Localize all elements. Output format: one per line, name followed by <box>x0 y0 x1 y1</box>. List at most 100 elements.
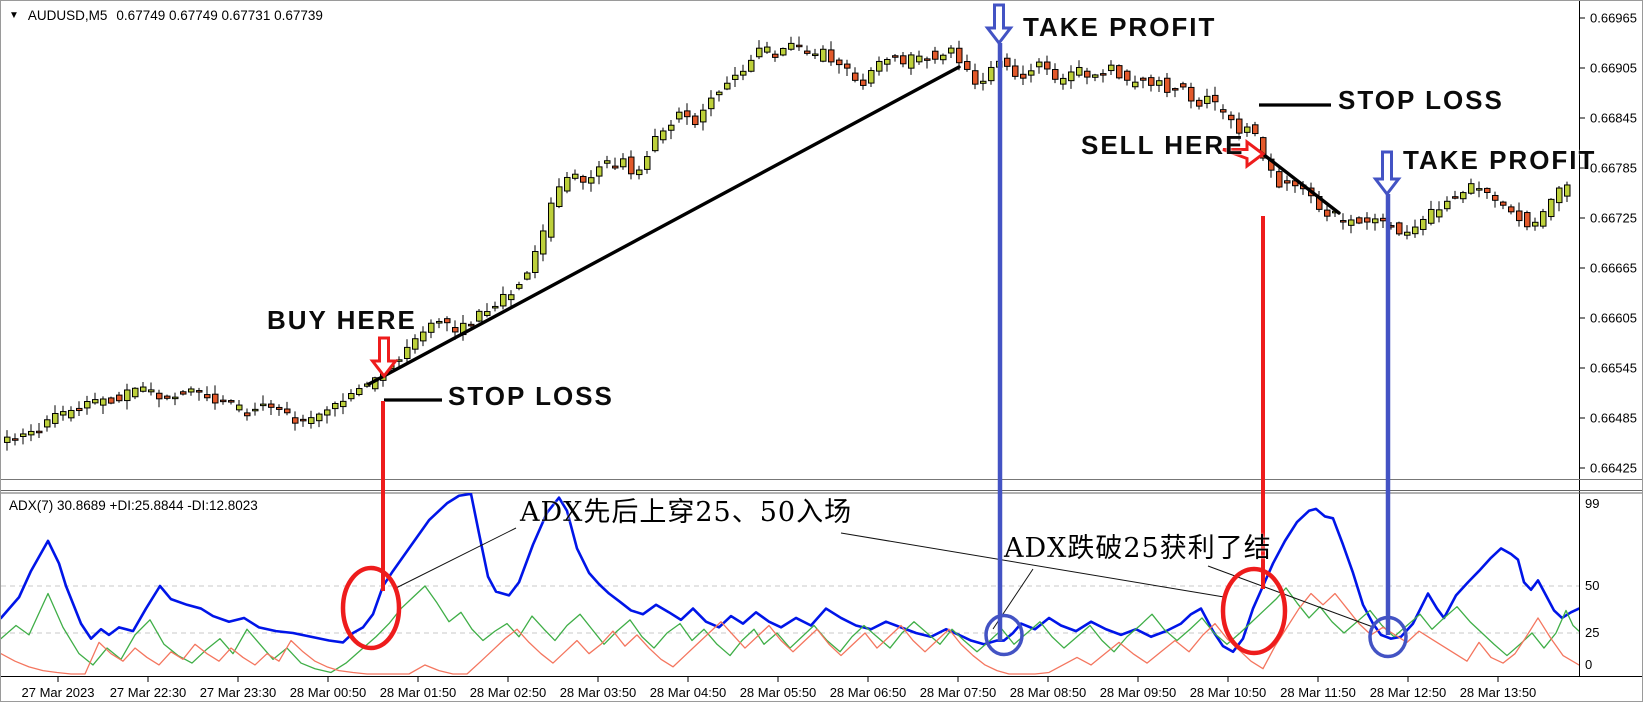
candle-bull <box>708 97 715 110</box>
candle-bull <box>916 55 923 63</box>
candle-bull <box>124 389 131 402</box>
candle-bull <box>508 294 515 301</box>
candle-bull <box>1556 187 1563 204</box>
candle-bear <box>580 175 587 183</box>
candle-bear <box>468 323 475 327</box>
time-axis-label: 28 Mar 06:50 <box>830 685 907 700</box>
time-axis-label: 28 Mar 13:50 <box>1460 685 1537 700</box>
annotation-adx-exit-note[interactable]: ADX跌破25获利了结 <box>1004 533 1272 564</box>
candle-bull <box>596 166 603 177</box>
sell-here-arrow[interactable] <box>1222 139 1266 169</box>
candle-bear <box>164 395 171 399</box>
take-profit-2-arrow[interactable] <box>1372 150 1402 197</box>
candle-bull <box>740 70 747 76</box>
adx-axis: 99 50 25 0 <box>1585 496 1599 672</box>
take-profit-1-arrow[interactable] <box>984 3 1014 46</box>
candle-bear <box>1228 114 1235 121</box>
time-axis-label: 28 Mar 08:50 <box>1010 685 1087 700</box>
candle-bull <box>572 173 579 179</box>
candle-bear <box>156 392 163 400</box>
pointer-line <box>395 527 517 589</box>
time-axis-label: 28 Mar 07:50 <box>920 685 997 700</box>
candle-bear <box>212 393 219 404</box>
trend-line[interactable] <box>367 65 961 386</box>
buy-here-arrow[interactable] <box>369 336 399 379</box>
adx-axis-label: 0 <box>1585 657 1592 672</box>
annotation-stop-loss-2[interactable]: STOP LOSS <box>1338 85 1504 115</box>
adx-exit-circle-1[interactable] <box>984 613 1024 657</box>
candle-bull <box>564 176 571 192</box>
candle-bull <box>500 293 507 307</box>
annotation-buy-here[interactable]: BUY HERE <box>267 305 417 335</box>
candle-bull <box>700 109 707 123</box>
price-axis-label: 0.66845 <box>1590 111 1637 126</box>
candle-bear <box>244 412 251 417</box>
candle-bull <box>1548 198 1555 218</box>
candle-bear <box>1164 77 1171 93</box>
candlestick-series <box>4 36 1571 451</box>
candle-bear <box>844 63 851 69</box>
symbol-dropdown-icon[interactable]: ▼ <box>9 10 19 21</box>
candle-bear <box>1260 137 1267 159</box>
candle-bear <box>1356 217 1363 224</box>
candle-bull <box>724 82 731 90</box>
candle-bull <box>1428 208 1435 224</box>
candle-bull <box>148 389 155 393</box>
adx-exit-circle-2[interactable] <box>1368 615 1408 659</box>
annotation-sell-here[interactable]: SELL HERE <box>1081 130 1245 160</box>
candle-bear <box>116 394 123 402</box>
annotation-take-profit-2[interactable]: TAKE PROFIT <box>1403 145 1597 175</box>
candle-bull <box>52 413 59 424</box>
candle-bear <box>852 72 859 81</box>
pointer-line <box>1207 565 1374 628</box>
candle-bear <box>444 318 451 324</box>
annotation-stop-loss-1[interactable]: STOP LOSS <box>448 381 614 411</box>
candle-bull <box>308 417 315 424</box>
candle-bull <box>540 230 547 255</box>
annotation-take-profit-1[interactable]: TAKE PROFIT <box>1023 12 1217 42</box>
candle-bull <box>948 47 955 54</box>
time-axis-label: 27 Mar 2023 <box>22 685 95 700</box>
candle-bear <box>1220 109 1227 113</box>
price-axis-label: 0.66785 <box>1590 161 1637 176</box>
candle-bull <box>324 409 331 416</box>
candle-bull <box>1540 211 1547 227</box>
candle-bear <box>1324 209 1331 217</box>
candle-bull <box>1420 218 1427 230</box>
candle-bull <box>84 401 91 409</box>
symbol-info-bar: ▼ AUDUSD,M5 0.67749 0.67749 0.67731 0.67… <box>9 8 323 23</box>
candle-bull <box>732 74 739 80</box>
price-axis-label: 0.66545 <box>1590 361 1637 376</box>
candle-bear <box>1196 99 1203 107</box>
candle-bull <box>340 400 347 408</box>
chart-overlays <box>340 3 1408 659</box>
candle-bear <box>1236 118 1243 134</box>
candle-bear <box>932 50 939 60</box>
candle-bull <box>756 47 763 58</box>
candle-bear <box>1116 65 1123 79</box>
candle-bull <box>548 202 555 238</box>
candle-bull <box>20 433 27 438</box>
adx-entry-circle-1[interactable] <box>340 565 402 651</box>
candle-bear <box>628 156 635 175</box>
candle-bear <box>924 58 931 61</box>
annotation-adx-entry-note[interactable]: ADX先后上穿25、50入场 <box>520 497 853 528</box>
candle-bear <box>220 399 227 403</box>
price-axis: 0.66965 0.66905 0.66845 0.66785 0.66725 0.666… <box>1579 11 1637 476</box>
candle-bull <box>1460 192 1467 200</box>
candle-bull <box>1092 74 1099 78</box>
trend-line[interactable] <box>1257 149 1341 215</box>
candle-bull <box>188 388 195 393</box>
price-axis-label: 0.66905 <box>1590 61 1637 76</box>
candle-bull <box>764 46 771 53</box>
candle-bear <box>1364 217 1371 223</box>
candle-bear <box>1124 70 1131 81</box>
candle-bear <box>284 408 291 414</box>
candle-bull <box>1532 221 1539 227</box>
candle-bear <box>1452 196 1459 199</box>
time-axis-label: 28 Mar 03:50 <box>560 685 637 700</box>
candle-bull <box>636 169 643 176</box>
adx-entry-circle-2[interactable] <box>1220 566 1288 656</box>
